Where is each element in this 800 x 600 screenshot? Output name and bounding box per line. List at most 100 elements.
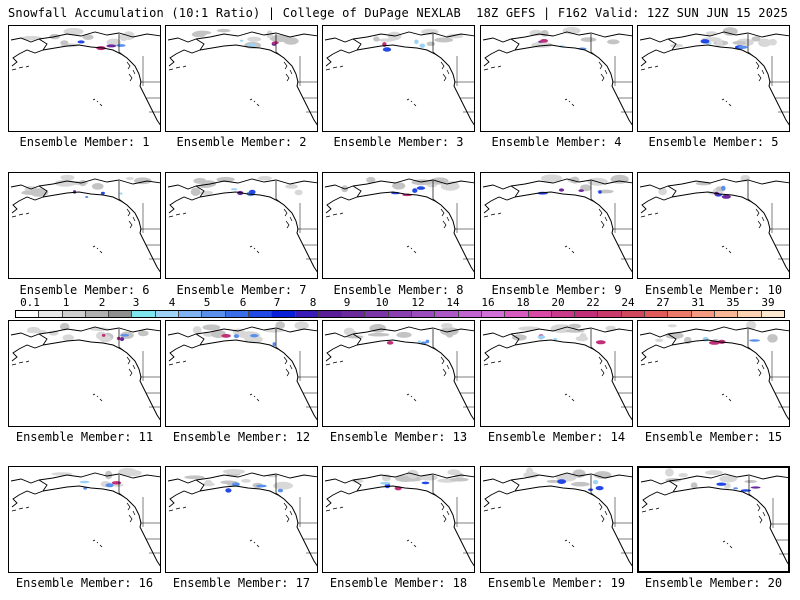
ensemble-member-label: Ensemble Member: 19	[487, 576, 626, 590]
snowfall-shading	[191, 28, 299, 49]
ensemble-member-map	[8, 466, 161, 573]
colorbar-tick-label: 16	[481, 296, 495, 309]
coastline-basemap	[482, 31, 632, 127]
coastline-basemap	[10, 31, 160, 127]
ensemble-member-label: Ensemble Member: 4	[491, 135, 622, 149]
snowfall-shading	[21, 174, 152, 198]
colorbar-tick-label: 22	[586, 296, 600, 309]
snowfall-shading	[20, 27, 135, 51]
ensemble-member-label: Ensemble Member: 1	[19, 135, 150, 149]
colorbar-tick-label: 8	[309, 296, 317, 309]
colorbar-tick-label: 9	[343, 296, 351, 309]
colorbar-swatch	[62, 311, 86, 317]
ensemble-member-map	[480, 320, 633, 427]
colorbar-swatch	[575, 311, 599, 317]
snowfall-shading	[352, 469, 469, 491]
ensemble-member-map	[637, 466, 790, 573]
colorbar-swatch	[621, 311, 646, 317]
ensemble-member-label: Ensemble Member: 10	[644, 283, 783, 297]
colorbar-swatch	[272, 311, 296, 317]
colorbar-swatch	[481, 311, 506, 317]
ensemble-member-map	[322, 320, 475, 427]
coastline-basemap	[10, 472, 160, 568]
colorbar-swatch	[761, 311, 784, 317]
colorbar-swatch	[598, 311, 622, 317]
ensemble-member-label: Ensemble Member: 20	[644, 576, 783, 590]
ensemble-member-label: Ensemble Member: 2	[176, 135, 307, 149]
colorbar-tick-label: 5	[203, 296, 211, 309]
ensemble-member-map	[165, 466, 318, 573]
colorbar-swatch	[342, 311, 366, 317]
ensemble-member-label: Ensemble Member: 13	[329, 430, 468, 444]
snowfall-shading	[523, 467, 612, 491]
colorbar-swatch	[388, 311, 413, 317]
colorbar-tick-label: 14	[446, 296, 460, 309]
colorbar-tick-label: 20	[551, 296, 565, 309]
colorbar-swatch	[318, 311, 343, 317]
colorbar-swatch	[714, 311, 739, 317]
colorbar-swatch	[528, 311, 552, 317]
colorbar-swatch	[155, 311, 180, 317]
colorbar-tick-label: 0.1	[20, 296, 40, 309]
colorbar-swatch	[738, 311, 762, 317]
snowfall-shading	[184, 469, 293, 493]
ensemble-member-label: Ensemble Member: 11	[15, 430, 154, 444]
colorbar-swatch	[109, 311, 133, 317]
ensemble-member-label: Ensemble Member: 14	[487, 430, 626, 444]
snowfall-shading	[512, 323, 616, 345]
colorbar-swatch	[668, 311, 692, 317]
colorbar-tick-label: 12	[411, 296, 425, 309]
colorbar-swatch	[551, 311, 576, 317]
colorbar-swatch	[85, 311, 110, 317]
ensemble-member-map	[165, 320, 318, 427]
ensemble-member-label: Ensemble Member: 12	[172, 430, 311, 444]
snowfall-shading	[665, 468, 761, 492]
colorbar-swatch	[132, 311, 156, 317]
colorbar-tick-label: 31	[691, 296, 705, 309]
coastline-basemap	[167, 326, 317, 422]
coastline-basemap	[324, 472, 474, 568]
snowfall-shading	[343, 323, 459, 345]
coastline-basemap	[324, 326, 474, 422]
ensemble-member-label: Ensemble Member: 5	[648, 135, 779, 149]
colorbar-swatch	[202, 311, 226, 317]
colorbar-tick-label: 6	[239, 296, 247, 309]
colorbar-swatch	[295, 311, 319, 317]
ensemble-member-map	[480, 25, 633, 132]
colorbar-swatch	[248, 311, 273, 317]
colorbar-tick-label: 3	[132, 296, 140, 309]
colorbar-swatch	[365, 311, 389, 317]
colorbar-swatch	[179, 311, 203, 317]
ensemble-member-label: Ensemble Member: 7	[176, 283, 307, 297]
coastline-basemap	[10, 326, 160, 422]
ensemble-member-label: Ensemble Member: 16	[15, 576, 154, 590]
colorbar-tick-label: 39	[761, 296, 775, 309]
colorbar-swatch	[225, 311, 249, 317]
colorbar-tick-label: 2	[98, 296, 106, 309]
coastline-basemap	[640, 473, 788, 569]
ensemble-member-map	[8, 25, 161, 132]
coastline-basemap	[482, 178, 632, 274]
coastline-basemap	[167, 472, 317, 568]
colorbar-tick-label: 4	[168, 296, 176, 309]
colorbar-tick-label: 18	[516, 296, 530, 309]
colorbar-swatch	[39, 311, 63, 317]
colorbar-tick-label: 1	[62, 296, 70, 309]
ensemble-member-map	[480, 466, 633, 573]
coastline-basemap	[482, 472, 632, 568]
ensemble-member-map	[165, 172, 318, 279]
colorbar-swatch	[412, 311, 436, 317]
ensemble-member-map	[165, 25, 318, 132]
colorbar-tick-label: 7	[273, 296, 281, 309]
colorbar-tick-label: 35	[726, 296, 740, 309]
coastline-basemap	[167, 31, 317, 127]
colorbar-tick-label: 24	[621, 296, 635, 309]
ensemble-member-map	[8, 320, 161, 427]
ensemble-member-map	[637, 25, 790, 132]
ensemble-member-map	[322, 25, 475, 132]
ensemble-member-map	[637, 172, 790, 279]
snowfall-shading	[658, 174, 751, 199]
ensemble-member-map	[8, 172, 161, 279]
ensemble-member-map	[637, 320, 790, 427]
snowfall-shading	[26, 322, 149, 343]
